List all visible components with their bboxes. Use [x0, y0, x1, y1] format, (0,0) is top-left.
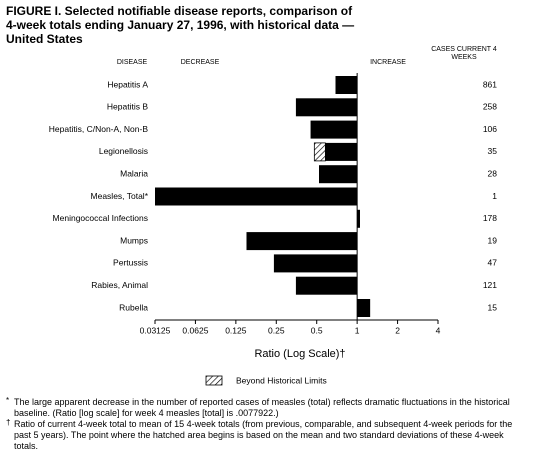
category-label: Pertussis [113, 258, 148, 268]
bar [357, 299, 371, 317]
bar-beyond-limits [313, 142, 326, 162]
legend-label: Beyond Historical Limits [236, 375, 327, 385]
decrease-label: DECREASE [181, 59, 220, 66]
footnote: † Ratio of current 4-week total to mean o… [6, 418, 528, 452]
x-tick-label: 2 [395, 325, 400, 335]
bars [155, 76, 371, 317]
footnote: * The large apparent decrease in the numb… [6, 396, 528, 419]
footnote-text: Ratio of current 4-week total to mean of… [14, 419, 513, 451]
cases-value: 15 [488, 302, 498, 312]
category-label: Hepatitis A [107, 79, 148, 89]
category-label: Legionellosis [99, 146, 148, 156]
cases-value: 258 [483, 102, 497, 112]
cases-value: 1 [492, 191, 497, 201]
category-label: Mumps [120, 235, 148, 245]
footnote-text: The large apparent decrease in the numbe… [14, 397, 510, 418]
category-label: Malaria [120, 168, 148, 178]
category-label: Rubella [119, 302, 148, 312]
bar [273, 254, 358, 273]
bar [319, 165, 358, 184]
cases-value: 121 [483, 280, 497, 290]
cases-value: 47 [488, 258, 498, 268]
category-header: DISEASE [117, 59, 148, 66]
category-label: Hepatitis, C/Non-A, Non-B [49, 124, 149, 134]
bar [295, 276, 358, 295]
category-label: Meningococcal Infections [53, 213, 148, 223]
category-label: Hepatitis B [107, 102, 148, 112]
bar [357, 209, 360, 228]
cases-value: 861 [483, 79, 497, 89]
x-tick-label: 0.03125 [140, 325, 171, 335]
cases-value: 35 [488, 146, 498, 156]
x-axis-label: Ratio (Log Scale)† [254, 348, 345, 360]
cases-value: 178 [483, 213, 497, 223]
x-tick-label: 0.25 [268, 325, 285, 335]
footnote-symbol: † [6, 418, 11, 427]
cases-value: 106 [483, 124, 497, 134]
footnote-symbol: * [6, 396, 10, 405]
bar [310, 120, 358, 139]
legend-swatch [205, 375, 223, 386]
footnotes: * The large apparent decrease in the numb… [6, 396, 528, 452]
category-label: Measles, Total* [91, 191, 149, 201]
x-tick-label: 0.5 [311, 325, 323, 335]
bar [325, 142, 358, 161]
cases-value: 28 [488, 168, 498, 178]
x-tick-label: 0.125 [225, 325, 247, 335]
bar [155, 187, 358, 206]
chart-title: FIGURE I. Selected notifiable disease re… [6, 4, 355, 46]
bar [295, 98, 358, 117]
x-tick-label: 1 [355, 325, 360, 335]
increase-label: INCREASE [370, 59, 406, 66]
bar [335, 76, 358, 94]
cases-header: CASES CURRENT 4 WEEKS [431, 46, 497, 61]
category-label: Rabies, Animal [91, 280, 148, 290]
x-tick-label: 0.0625 [182, 325, 208, 335]
bar [246, 232, 358, 251]
x-tick-label: 4 [436, 325, 441, 335]
cases-value: 19 [488, 235, 498, 245]
chart: DISEASE DECREASE INCREASE Ratio (Log Sca… [49, 59, 498, 386]
